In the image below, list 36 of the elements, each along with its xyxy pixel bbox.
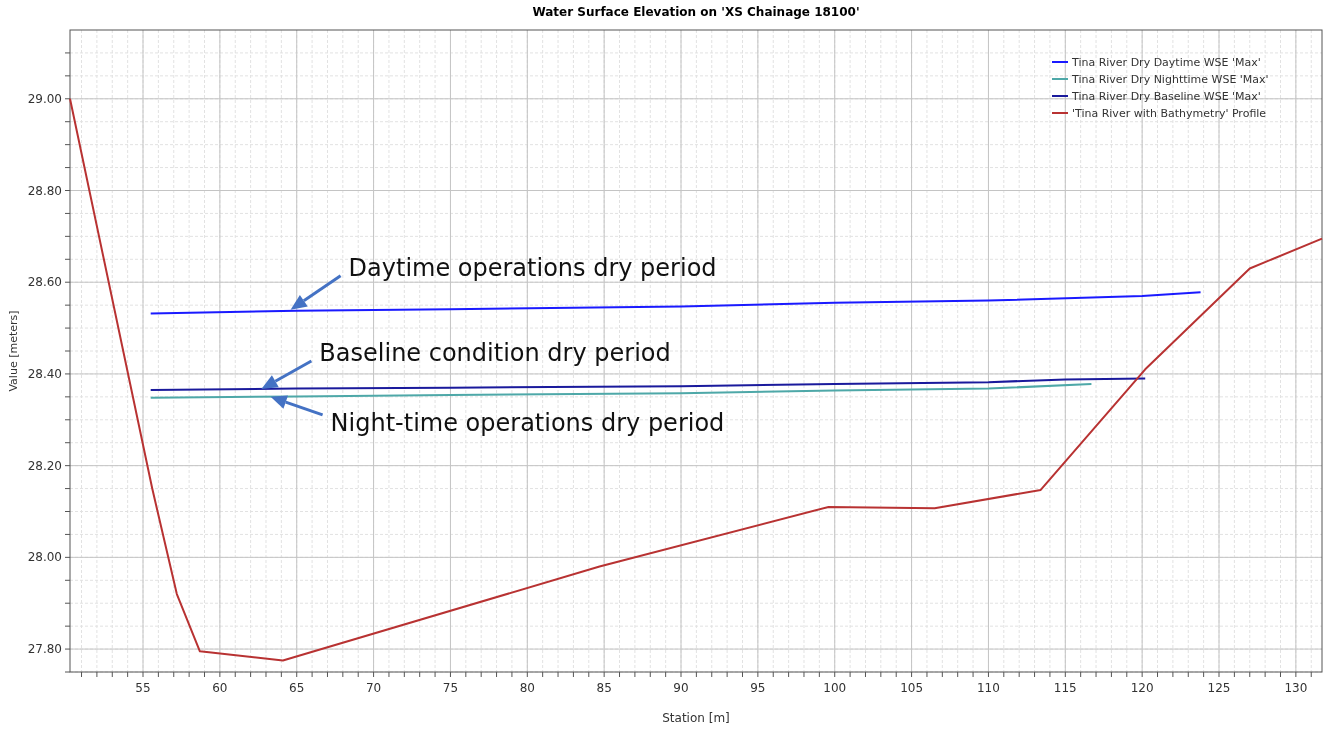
x-tick-label: 70: [365, 681, 382, 695]
annotation: Daytime operations dry period: [348, 253, 717, 282]
y-tick-label: 28.80: [27, 183, 62, 198]
legend-label: Tina River Dry Baseline WSE 'Max': [1071, 90, 1261, 103]
x-tick-label: 85: [596, 681, 612, 695]
y-tick-label: 28.40: [27, 366, 62, 381]
x-tick-label: 130: [1284, 681, 1308, 695]
x-tick-label: 80: [519, 681, 535, 695]
x-tick-label: 55: [135, 681, 151, 695]
chart-title: Water Surface Elevation on 'XS Chainage 18100': [532, 5, 860, 19]
legend-label: Tina River Dry Nighttime WSE 'Max': [1071, 73, 1269, 86]
x-tick-label: 100: [823, 681, 847, 695]
annotation: Baseline condition dry period: [319, 339, 671, 368]
x-tick-label: 75: [442, 681, 459, 695]
line-series: [149, 291, 1202, 315]
x-tick-label: 110: [976, 681, 1000, 695]
annotation: Night-time operations dry period: [330, 408, 725, 437]
legend-label: Tina River Dry Daytime WSE 'Max': [1071, 56, 1261, 69]
x-tick-label: 60: [212, 681, 228, 695]
y-tick-label: 28.60: [27, 275, 62, 290]
x-tick-label: 90: [673, 681, 689, 695]
x-tick-label: 120: [1130, 681, 1154, 695]
x-tick-label: 95: [750, 681, 766, 695]
x-axis-title: Station [m]: [662, 711, 730, 725]
x-tick-label: 115: [1053, 681, 1077, 695]
line-series: [149, 383, 1093, 399]
x-tick-label: 125: [1207, 681, 1231, 695]
line-series: [149, 377, 1147, 391]
x-tick-label: 65: [289, 681, 305, 695]
y-axis-title: Value [meters]: [7, 310, 20, 392]
legend-label: 'Tina River with Bathymetry' Profile: [1072, 107, 1267, 120]
y-tick-label: 27.80: [27, 642, 62, 657]
x-tick-label: 105: [900, 681, 924, 695]
y-tick-label: 28.00: [27, 550, 62, 565]
y-tick-label: 29.00: [27, 91, 62, 106]
y-tick-label: 28.20: [27, 458, 62, 473]
